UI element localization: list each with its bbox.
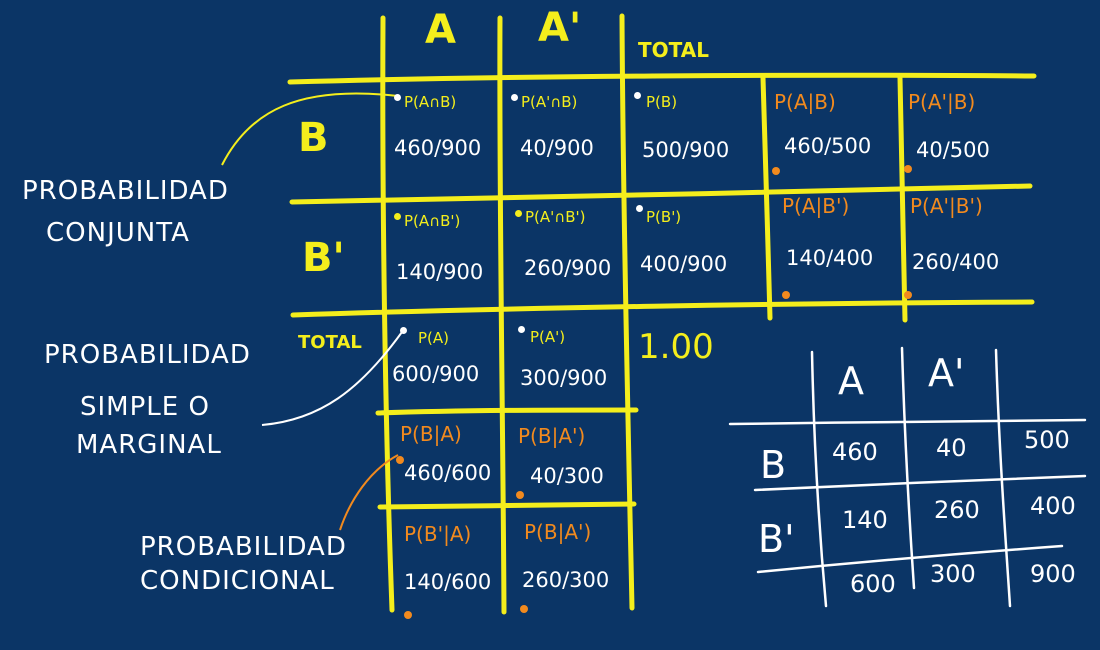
total-probability: 1.00 [638, 327, 714, 367]
bullet-dot-orange [396, 456, 404, 464]
grid-line [760, 75, 773, 321]
bullet-dot-orange [516, 491, 524, 499]
value-p-a-and-bp: 140/900 [396, 260, 484, 284]
bullet-dot [636, 205, 643, 212]
summary-grid-line [756, 544, 1064, 574]
row-header-total: TOTAL [298, 332, 362, 353]
label-p-a-given-b: P(A|B) [774, 90, 836, 114]
value-p-a-given-bp: 140/400 [786, 246, 874, 270]
bullet-dot-orange [904, 291, 912, 299]
side-label-marginal-line1: PROBABILIDAD [44, 340, 251, 370]
summary-grid-line [994, 348, 1012, 608]
bullet-dot [515, 210, 522, 217]
side-label-conditional-line2: CONDICIONAL [140, 566, 335, 596]
label-p-b: P(B) [646, 93, 678, 111]
summary-grid-line [810, 350, 828, 608]
side-label-joint-line2: CONJUNTA [46, 218, 190, 248]
grid-line [375, 407, 639, 416]
summary-row-b-prime: B' [758, 517, 795, 561]
label-p-ap: P(A') [530, 328, 566, 346]
label-p-b-given-a: P(B|A) [400, 422, 462, 446]
bullet-dot [394, 94, 401, 101]
value-p-a-given-b: 460/500 [784, 134, 872, 158]
column-header-a: A [425, 7, 456, 53]
joint-pointer-line [221, 92, 399, 166]
bullet-dot [518, 326, 525, 333]
value-p-bp: 400/900 [640, 252, 728, 276]
grid-line [290, 299, 1035, 318]
value-p-ap-given-bp: 260/400 [912, 250, 1000, 274]
column-header-a-prime: A' [538, 5, 582, 51]
grid-line [497, 15, 507, 615]
bullet-dot [400, 327, 407, 334]
value-p-ap-and-b: 40/900 [520, 136, 594, 160]
summary-row-b: B [760, 443, 787, 487]
grid-line [287, 72, 1037, 85]
bullet-dot-orange [782, 291, 790, 299]
value-p-b-given-ap: 40/300 [530, 464, 604, 488]
label-p-bp-given-a: P(B'|A) [404, 522, 472, 546]
bullet-dot [634, 92, 641, 99]
summary-cell-r3-c3: 900 [1030, 560, 1076, 588]
bullet-dot [394, 213, 401, 220]
label-p-a-and-bp: P(A∩B') [404, 212, 461, 230]
grid-line [619, 13, 635, 611]
value-p-a-and-b: 460/900 [394, 136, 482, 160]
summary-cell-r2-c2: 260 [934, 496, 980, 524]
label-p-a-given-bp: P(A|B') [782, 194, 850, 218]
summary-cell-r1-c2: 40 [936, 434, 967, 462]
summary-cell-r2-c1: 140 [842, 506, 888, 534]
summary-grid-line [753, 474, 1087, 492]
summary-header-a-prime: A' [928, 351, 965, 395]
conditional-pointer-line [339, 454, 399, 531]
grid-line [289, 183, 1033, 205]
value-p-a: 600/900 [392, 362, 480, 386]
summary-cell-r3-c2: 300 [930, 560, 976, 588]
bullet-dot [511, 94, 518, 101]
grid-line [377, 501, 637, 510]
summary-cell-r2-c3: 400 [1030, 492, 1076, 520]
value-p-b-given-ap-2: 260/300 [522, 568, 610, 592]
value-p-b: 500/900 [642, 138, 730, 162]
value-p-ap-and-bp: 260/900 [524, 256, 612, 280]
bullet-dot-orange [772, 167, 780, 175]
label-p-ap-and-bp: P(A'∩B') [525, 208, 586, 226]
summary-cell-r1-c3: 500 [1024, 426, 1070, 454]
value-p-ap: 300/900 [520, 366, 608, 390]
label-p-bp: P(B') [646, 208, 682, 226]
row-header-b-prime: B' [302, 235, 345, 281]
side-label-conditional-line1: PROBABILIDAD [140, 532, 347, 562]
column-header-total: TOTAL [638, 38, 709, 62]
label-p-ap-given-b: P(A'|B) [908, 90, 976, 114]
summary-header-a: A [838, 359, 864, 403]
label-p-b-given-ap-2: P(B|A') [524, 520, 592, 544]
summary-cell-r1-c1: 460 [832, 438, 878, 466]
label-p-b-given-ap: P(B|A') [518, 424, 586, 448]
row-header-b: B [298, 115, 329, 161]
grid-line [897, 75, 908, 323]
bullet-dot-orange [520, 605, 528, 613]
summary-grid-line [728, 418, 1087, 426]
value-p-bp-given-a: 140/600 [404, 570, 492, 594]
value-p-ap-given-b: 40/500 [916, 138, 990, 162]
bullet-dot-orange [404, 611, 412, 619]
side-label-marginal-line2: SIMPLE O [80, 392, 210, 422]
side-label-marginal-line3: MARGINAL [76, 430, 222, 460]
label-p-a: P(A) [418, 329, 450, 347]
bullet-dot-orange [904, 165, 912, 173]
summary-cell-r3-c1: 600 [850, 570, 896, 598]
label-p-a-and-b: P(A∩B) [404, 93, 457, 111]
side-label-joint-line1: PROBABILIDAD [22, 176, 229, 206]
marginal-pointer-line [261, 331, 403, 426]
label-p-ap-and-b: P(A'∩B) [521, 93, 578, 111]
label-p-ap-given-bp: P(A'|B') [910, 194, 983, 218]
value-p-b-given-a: 460/600 [404, 461, 492, 485]
summary-grid-line [900, 346, 916, 590]
